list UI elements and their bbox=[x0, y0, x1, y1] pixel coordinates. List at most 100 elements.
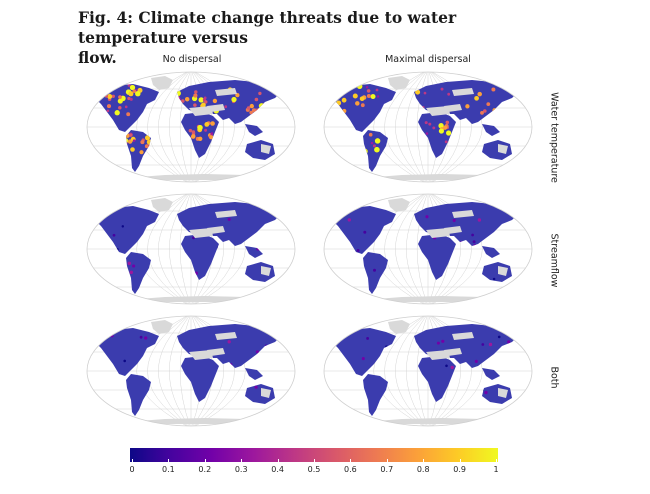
no-data-region bbox=[189, 106, 213, 116]
map-outline bbox=[323, 193, 533, 305]
threat-cell bbox=[192, 236, 195, 240]
threat-cell bbox=[127, 261, 132, 266]
threat-cell bbox=[492, 277, 496, 281]
threat-cell bbox=[129, 97, 133, 101]
no-data-region bbox=[215, 88, 237, 96]
colorbar-tick-mark bbox=[423, 459, 425, 462]
threat-cell bbox=[361, 357, 365, 361]
threat-cell bbox=[428, 122, 432, 126]
continent-southAmerica bbox=[363, 374, 388, 416]
threat-cell bbox=[198, 136, 203, 141]
continent-seAsia bbox=[482, 368, 500, 380]
threat-cell bbox=[203, 96, 207, 100]
threat-cell bbox=[366, 89, 371, 93]
threat-cell bbox=[365, 86, 369, 89]
no-data-region bbox=[498, 266, 508, 276]
no-data-region bbox=[426, 350, 450, 360]
no-data-region bbox=[215, 332, 237, 340]
threat-cell bbox=[118, 105, 122, 110]
threat-cell bbox=[424, 121, 428, 125]
no-data-region bbox=[498, 388, 508, 398]
continent-seAsia bbox=[482, 124, 500, 136]
map-panel bbox=[322, 70, 534, 184]
threat-cell bbox=[497, 335, 501, 339]
no-data-region bbox=[153, 322, 169, 331]
figure-title: Fig. 4: Climate change threats due to wa… bbox=[78, 8, 548, 68]
world-map bbox=[86, 193, 296, 305]
threat-cell bbox=[347, 218, 351, 222]
row-label-water-temperature: Water temperature bbox=[548, 92, 560, 183]
threat-cell bbox=[355, 101, 360, 106]
colorbar-tick-mark bbox=[496, 459, 497, 462]
threat-cell bbox=[375, 88, 379, 92]
continent-seAsia bbox=[482, 246, 500, 258]
threat-cell bbox=[180, 99, 185, 103]
threat-cell bbox=[111, 83, 117, 89]
no-data-region bbox=[189, 350, 213, 360]
continent-northAmerica bbox=[95, 206, 159, 254]
world-map bbox=[323, 71, 533, 183]
threat-cell bbox=[114, 110, 120, 116]
threat-cell bbox=[344, 84, 347, 87]
no-data-region bbox=[444, 104, 462, 112]
threat-cell bbox=[117, 98, 123, 104]
threat-cell bbox=[246, 106, 251, 110]
continent-southAmerica bbox=[126, 374, 151, 416]
map-panel bbox=[322, 314, 534, 428]
threat-cell bbox=[486, 102, 491, 106]
threat-cell bbox=[423, 91, 427, 95]
continent-australia bbox=[482, 140, 512, 160]
no-data-region bbox=[390, 78, 406, 87]
colorbar-tick-mark bbox=[132, 459, 133, 462]
threat-cell bbox=[144, 144, 149, 149]
threat-cell bbox=[107, 84, 112, 89]
threat-cell bbox=[481, 343, 485, 346]
no-data-region bbox=[452, 210, 474, 218]
continent-australia bbox=[245, 140, 275, 160]
continent-northAmerica bbox=[332, 206, 396, 254]
continent-africa bbox=[181, 356, 219, 402]
colorbar-tick-mark bbox=[168, 459, 170, 462]
threat-cell bbox=[140, 140, 145, 145]
threat-cell bbox=[341, 84, 346, 89]
threat-cell bbox=[251, 108, 256, 113]
threat-cell bbox=[105, 85, 111, 90]
threat-cell bbox=[130, 147, 135, 152]
map-panel bbox=[85, 314, 297, 428]
threat-cell bbox=[121, 225, 125, 228]
colorbar-tick-label: 0.9 bbox=[453, 465, 466, 474]
world-map bbox=[86, 315, 296, 427]
no-data-region bbox=[207, 348, 225, 356]
no-data-region bbox=[261, 144, 271, 154]
threat-cell bbox=[477, 218, 482, 222]
no-data-region bbox=[261, 266, 271, 276]
threat-cell bbox=[224, 105, 228, 109]
threat-cell bbox=[491, 87, 496, 92]
threat-cell bbox=[118, 95, 122, 99]
threat-cell bbox=[255, 350, 259, 354]
threat-cell bbox=[483, 109, 487, 113]
threat-cell bbox=[366, 93, 371, 99]
colorbar-gradient bbox=[130, 448, 498, 462]
threat-cell bbox=[440, 87, 444, 91]
threat-cell bbox=[363, 230, 367, 234]
no-data-region bbox=[444, 226, 462, 234]
threat-cell bbox=[124, 105, 128, 109]
no-data-region bbox=[189, 228, 213, 238]
threat-cell bbox=[356, 249, 360, 252]
no-data-region bbox=[215, 210, 237, 218]
continent-africa bbox=[181, 234, 219, 280]
figure-title-line1: Fig. 4: Climate change threats due to wa… bbox=[78, 8, 457, 47]
threat-cell bbox=[135, 90, 141, 97]
row-label-both: Both bbox=[548, 366, 560, 389]
threat-cell bbox=[106, 109, 110, 113]
map-panel bbox=[85, 192, 297, 306]
continent-australia bbox=[482, 262, 512, 282]
threat-cell bbox=[258, 91, 262, 96]
threat-cell bbox=[341, 97, 347, 103]
no-data-region bbox=[153, 78, 169, 87]
no-data-region bbox=[390, 322, 406, 331]
threat-cell bbox=[123, 359, 126, 363]
threat-cell bbox=[210, 132, 214, 135]
threat-cell bbox=[438, 128, 444, 134]
